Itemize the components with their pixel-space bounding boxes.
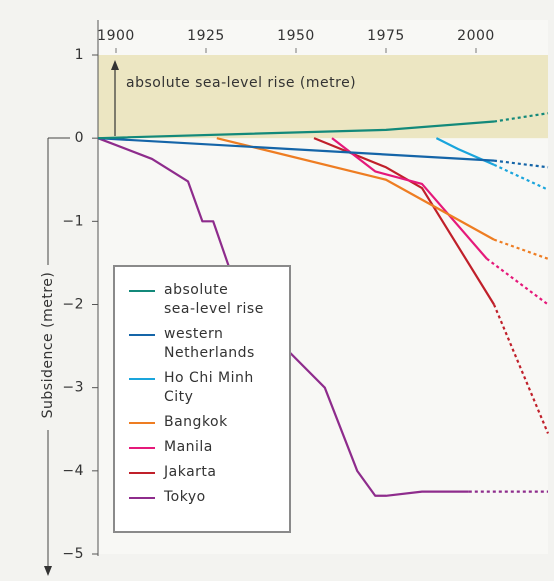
y-tick-label: −4 bbox=[62, 463, 84, 479]
legend-entry: absolute sea-level rise bbox=[129, 281, 264, 319]
series-line bbox=[216, 137, 495, 241]
legend-swatch bbox=[129, 447, 155, 449]
x-tick-label: 2000 bbox=[457, 28, 495, 44]
legend: absolute sea-level rise western Netherlan… bbox=[113, 265, 291, 533]
y-tick-label: −5 bbox=[62, 546, 84, 562]
annotation-arrowhead bbox=[111, 60, 119, 70]
legend-swatch bbox=[129, 472, 155, 474]
legend-entry: Bangkok bbox=[129, 413, 264, 432]
legend-swatch bbox=[129, 378, 155, 380]
y-tick-label: 1 bbox=[75, 47, 84, 63]
y-tick-label: −3 bbox=[62, 380, 84, 396]
legend-label: Tokyo bbox=[164, 489, 206, 505]
ylabel-arrowhead bbox=[44, 566, 52, 576]
annotation: absolute sea-level rise (metre) bbox=[126, 75, 356, 91]
legend-swatch bbox=[129, 422, 155, 424]
legend-entry: Manila bbox=[129, 438, 264, 457]
y-tick-label: −1 bbox=[62, 213, 84, 229]
series-line bbox=[97, 120, 495, 140]
legend-entry: Tokyo bbox=[129, 488, 264, 507]
y-axis-label: Subsidence (metre) bbox=[40, 272, 56, 419]
y-tick-label: −2 bbox=[62, 297, 84, 313]
x-tick-label: 1950 bbox=[277, 28, 315, 44]
series-line bbox=[331, 137, 488, 260]
projection-line bbox=[486, 257, 549, 306]
legend-list: absolute sea-level rise western Netherlan… bbox=[129, 281, 264, 507]
x-tick-label: 1925 bbox=[187, 28, 225, 44]
legend-entry: Jakarta bbox=[129, 463, 264, 482]
legend-label: Manila bbox=[164, 439, 213, 455]
legend-label: Bangkok bbox=[164, 414, 228, 430]
legend-entry: Ho Chi Minh City bbox=[129, 369, 264, 407]
projection-line bbox=[493, 163, 549, 191]
legend-entry: western Netherlands bbox=[129, 325, 264, 363]
legend-swatch bbox=[129, 334, 155, 336]
projection-line bbox=[492, 304, 550, 434]
series-line bbox=[97, 137, 495, 162]
legend-label: absolute sea-level rise bbox=[164, 282, 264, 317]
x-tick-label: 1900 bbox=[97, 28, 135, 44]
y-tick-label: 0 bbox=[75, 130, 84, 146]
legend-label: Ho Chi Minh City bbox=[164, 370, 254, 405]
legend-swatch bbox=[129, 497, 155, 499]
legend-swatch bbox=[129, 290, 155, 292]
legend-label: western Netherlands bbox=[164, 326, 255, 361]
legend-label: Jakarta bbox=[164, 464, 217, 480]
x-tick-label: 1975 bbox=[367, 28, 405, 44]
sea-level-band bbox=[98, 55, 548, 139]
